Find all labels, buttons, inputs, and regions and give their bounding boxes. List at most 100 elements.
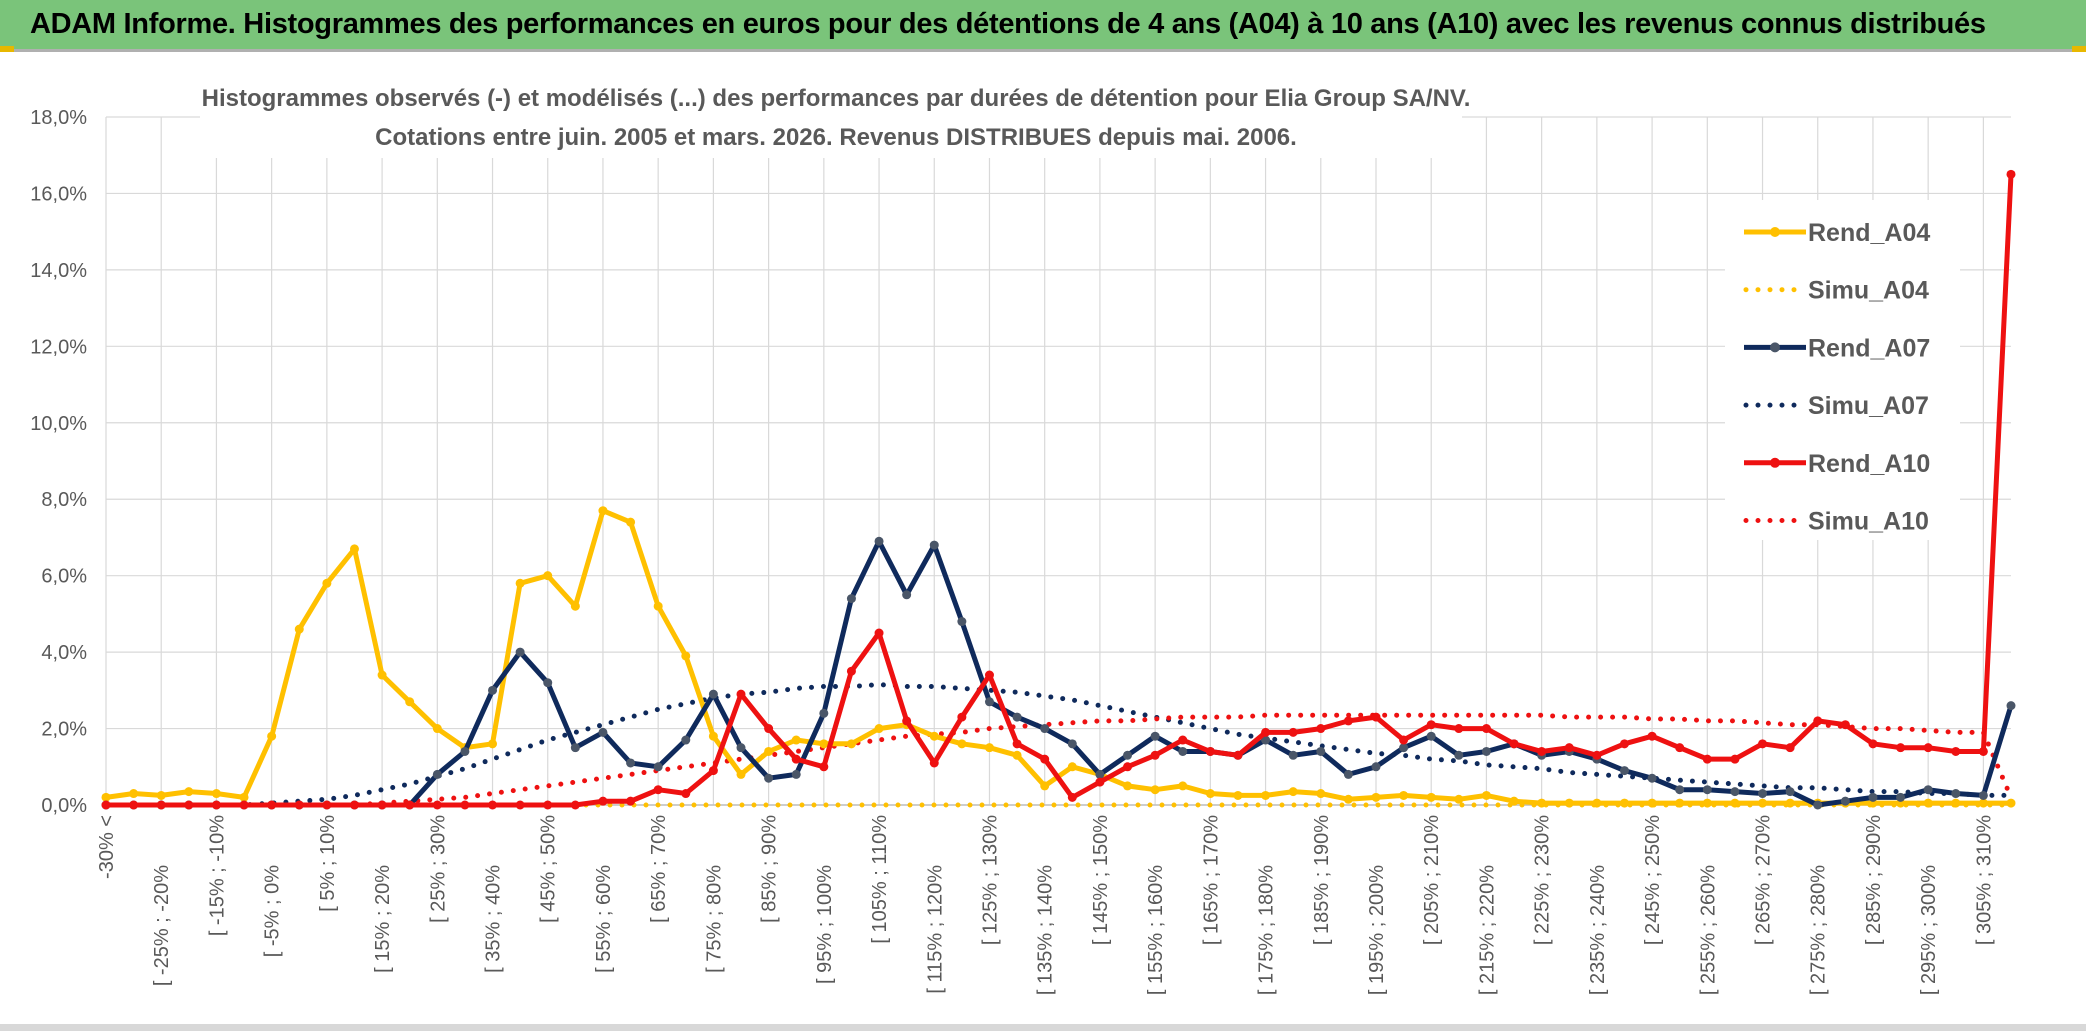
x-tick-label: [ 235% ; 240% bbox=[1587, 865, 1609, 995]
data-point-rend-a07 bbox=[1067, 739, 1077, 749]
data-point-rend-a04 bbox=[764, 746, 774, 756]
data-point-rend-a10 bbox=[1481, 724, 1491, 734]
data-point-rend-a04 bbox=[819, 739, 829, 749]
legend-item-rend-a07: Rend_A07 bbox=[1744, 334, 1930, 362]
x-tick-label: [ 165% ; 170% bbox=[1200, 815, 1222, 945]
data-point-rend-a07 bbox=[598, 727, 608, 737]
legend-item-simu-a10: Simu_A10 bbox=[1743, 508, 1929, 536]
data-point-rend-a07 bbox=[1288, 750, 1298, 760]
data-point-rend-a04 bbox=[1040, 781, 1050, 791]
y-tick-label: 2,0% bbox=[41, 719, 87, 741]
x-axis-ticks: -30% < [ -25% ; -20% [ -15% ; -10% [ -5% ; … bbox=[96, 815, 1995, 995]
data-point-rend-a04 bbox=[2006, 798, 2016, 808]
y-tick-label: 10,0% bbox=[30, 413, 87, 435]
legend-item-simu-a04: Simu_A04 bbox=[1743, 277, 1929, 305]
data-point-rend-a04 bbox=[1426, 792, 1436, 802]
x-tick-label: [ 75% ; 80% bbox=[703, 865, 725, 973]
data-point-rend-a04 bbox=[1454, 794, 1464, 804]
x-tick-label: [ 65% ; 70% bbox=[648, 815, 670, 923]
x-tick-label: [ -15% ; -10% bbox=[206, 815, 228, 936]
data-point-rend-a04 bbox=[322, 578, 332, 588]
data-point-rend-a10 bbox=[101, 800, 111, 810]
data-point-rend-a07 bbox=[1481, 746, 1491, 756]
data-point-rend-a07 bbox=[681, 735, 691, 745]
x-tick-label: [ 215% ; 220% bbox=[1476, 865, 1498, 995]
data-point-rend-a10 bbox=[1150, 750, 1160, 760]
data-point-rend-a07 bbox=[1619, 766, 1629, 776]
data-point-rend-a04 bbox=[1233, 790, 1243, 800]
data-point-rend-a07 bbox=[515, 647, 525, 657]
y-tick-label: 14,0% bbox=[30, 260, 87, 282]
data-point-rend-a04 bbox=[570, 601, 580, 611]
data-point-rend-a04 bbox=[1399, 790, 1409, 800]
legend-marker-rend-a04 bbox=[1770, 227, 1780, 237]
legend-marker-rend-a10 bbox=[1770, 457, 1780, 468]
data-point-rend-a04 bbox=[1537, 798, 1547, 808]
data-point-rend-a10 bbox=[1123, 762, 1133, 772]
data-point-rend-a04 bbox=[377, 670, 387, 680]
x-tick-label: [ -5% ; 0% bbox=[262, 865, 284, 957]
data-point-rend-a04 bbox=[543, 571, 553, 581]
data-point-rend-a04 bbox=[984, 743, 994, 753]
data-point-rend-a10 bbox=[1288, 727, 1298, 737]
data-point-rend-a04 bbox=[1067, 762, 1077, 772]
data-point-rend-a07 bbox=[460, 746, 470, 756]
report-title: ADAM Informe. Histogrammes des performan… bbox=[30, 8, 1986, 40]
data-point-rend-a10 bbox=[1509, 739, 1519, 749]
data-point-rend-a07 bbox=[1343, 769, 1353, 779]
data-point-rend-a10 bbox=[1840, 720, 1850, 730]
data-point-rend-a04 bbox=[1758, 798, 1768, 808]
data-point-rend-a10 bbox=[984, 670, 994, 680]
data-point-rend-a07 bbox=[1951, 789, 1961, 799]
data-point-rend-a04 bbox=[156, 790, 166, 800]
y-tick-label: 12,0% bbox=[30, 336, 87, 358]
x-tick-label: [ 85% ; 90% bbox=[759, 815, 781, 923]
data-point-rend-a10 bbox=[681, 789, 691, 799]
x-tick-label: [ 5% ; 10% bbox=[317, 815, 339, 912]
data-point-rend-a07 bbox=[1978, 790, 1988, 800]
data-point-rend-a10 bbox=[1399, 735, 1409, 745]
data-point-rend-a07 bbox=[653, 762, 663, 772]
y-axis-ticks: 0,0% 2,0% 4,0% 6,0% 8,0% 10,0% 12,0% 14,0% 16,0%… bbox=[30, 107, 87, 817]
data-point-rend-a04 bbox=[929, 731, 939, 741]
data-point-rend-a07 bbox=[543, 678, 553, 688]
data-point-rend-a04 bbox=[1178, 781, 1188, 791]
data-point-rend-a10 bbox=[405, 800, 415, 810]
data-point-rend-a10 bbox=[543, 800, 553, 810]
data-point-rend-a07 bbox=[1123, 750, 1133, 760]
legend-label-rend-a04: Rend_A04 bbox=[1808, 219, 1930, 247]
data-point-rend-a10 bbox=[460, 800, 470, 810]
data-point-rend-a04 bbox=[874, 724, 884, 734]
x-tick-label: [ 255% ; 260% bbox=[1697, 865, 1719, 995]
data-point-rend-a04 bbox=[1619, 798, 1629, 808]
data-point-rend-a10 bbox=[1951, 746, 1961, 756]
data-point-rend-a04 bbox=[1730, 798, 1740, 808]
data-point-rend-a04 bbox=[211, 789, 221, 799]
data-point-rend-a04 bbox=[1647, 798, 1657, 808]
data-point-rend-a07 bbox=[1702, 785, 1712, 795]
x-tick-label: -30% < bbox=[96, 815, 118, 879]
data-point-rend-a04 bbox=[432, 724, 442, 734]
x-tick-label: [ -25% ; -20% bbox=[151, 865, 173, 986]
data-point-rend-a07 bbox=[1840, 796, 1850, 806]
data-point-rend-a04 bbox=[957, 739, 967, 749]
data-point-rend-a04 bbox=[1509, 796, 1519, 806]
data-point-rend-a04 bbox=[1288, 787, 1298, 797]
data-point-rend-a07 bbox=[1178, 746, 1188, 756]
data-point-rend-a07 bbox=[1454, 750, 1464, 760]
data-point-rend-a04 bbox=[129, 789, 139, 799]
title-background bbox=[200, 78, 1462, 158]
data-point-rend-a10 bbox=[736, 689, 746, 699]
data-point-rend-a04 bbox=[846, 739, 856, 749]
legend-marker-rend-a07 bbox=[1770, 342, 1780, 353]
data-point-rend-a10 bbox=[570, 800, 580, 810]
data-point-rend-a04 bbox=[239, 792, 249, 802]
data-point-rend-a10 bbox=[1261, 727, 1271, 737]
data-point-rend-a10 bbox=[1978, 746, 1988, 756]
data-point-rend-a04 bbox=[294, 624, 304, 634]
legend: Rend_A04 Simu_A04 Rend_A07 Simu_A07 Rend_A10… bbox=[1725, 200, 1960, 540]
data-point-rend-a07 bbox=[874, 536, 884, 546]
data-point-rend-a04 bbox=[598, 506, 608, 516]
data-point-rend-a07 bbox=[819, 708, 829, 718]
